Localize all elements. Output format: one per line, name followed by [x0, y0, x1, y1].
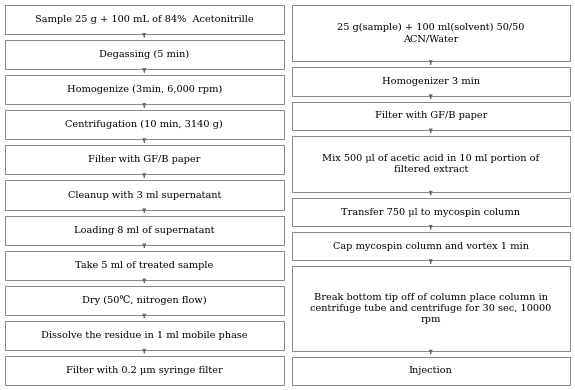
- Text: Filter with 0.2 μm syringe filter: Filter with 0.2 μm syringe filter: [66, 366, 223, 375]
- Text: Dry (50℃, nitrogen flow): Dry (50℃, nitrogen flow): [82, 295, 206, 305]
- Bar: [292, 136, 570, 192]
- Bar: [5, 286, 283, 315]
- Bar: [292, 67, 570, 96]
- Text: Centrifugation (10 min, 3140 g): Centrifugation (10 min, 3140 g): [66, 120, 223, 129]
- Text: Break bottom tip off of column place column in
centrifuge tube and centrifuge fo: Break bottom tip off of column place col…: [310, 293, 551, 324]
- Bar: [5, 321, 283, 350]
- Text: Take 5 ml of treated sample: Take 5 ml of treated sample: [75, 261, 213, 269]
- Text: Loading 8 ml of supernatant: Loading 8 ml of supernatant: [74, 225, 214, 235]
- Text: Cleanup with 3 ml supernatant: Cleanup with 3 ml supernatant: [68, 190, 221, 200]
- Bar: [5, 75, 283, 104]
- Text: Homogenizer 3 min: Homogenizer 3 min: [382, 77, 480, 86]
- Bar: [5, 5, 283, 34]
- Bar: [292, 266, 570, 351]
- Text: Transfer 750 μl to mycospin column: Transfer 750 μl to mycospin column: [341, 207, 520, 216]
- Text: Filter with GF/B paper: Filter with GF/B paper: [88, 155, 201, 165]
- Text: Mix 500 μl of acetic acid in 10 ml portion of
filtered extract: Mix 500 μl of acetic acid in 10 ml porti…: [322, 154, 539, 174]
- Bar: [5, 181, 283, 209]
- Bar: [5, 110, 283, 139]
- Text: 25 g(sample) + 100 ml(solvent) 50/50
ACN/Water: 25 g(sample) + 100 ml(solvent) 50/50 ACN…: [337, 23, 524, 43]
- Bar: [292, 198, 570, 226]
- Text: Homogenize (3min, 6,000 rpm): Homogenize (3min, 6,000 rpm): [67, 85, 222, 94]
- Bar: [292, 101, 570, 129]
- Text: Sample 25 g + 100 mL of 84%  Acetonitrille: Sample 25 g + 100 mL of 84% Acetonitrill…: [35, 15, 254, 24]
- Bar: [5, 356, 283, 385]
- Bar: [292, 232, 570, 261]
- Text: Degassing (5 min): Degassing (5 min): [99, 50, 189, 59]
- Text: Cap mycospin column and vortex 1 min: Cap mycospin column and vortex 1 min: [333, 242, 528, 251]
- Text: Filter with GF/B paper: Filter with GF/B paper: [374, 111, 487, 120]
- Text: Dissolve the residue in 1 ml mobile phase: Dissolve the residue in 1 ml mobile phas…: [41, 331, 247, 340]
- Bar: [5, 40, 283, 69]
- Bar: [292, 357, 570, 385]
- Bar: [5, 251, 283, 280]
- Bar: [5, 216, 283, 245]
- Bar: [5, 145, 283, 174]
- Text: Injection: Injection: [409, 367, 453, 376]
- Bar: [292, 5, 570, 61]
